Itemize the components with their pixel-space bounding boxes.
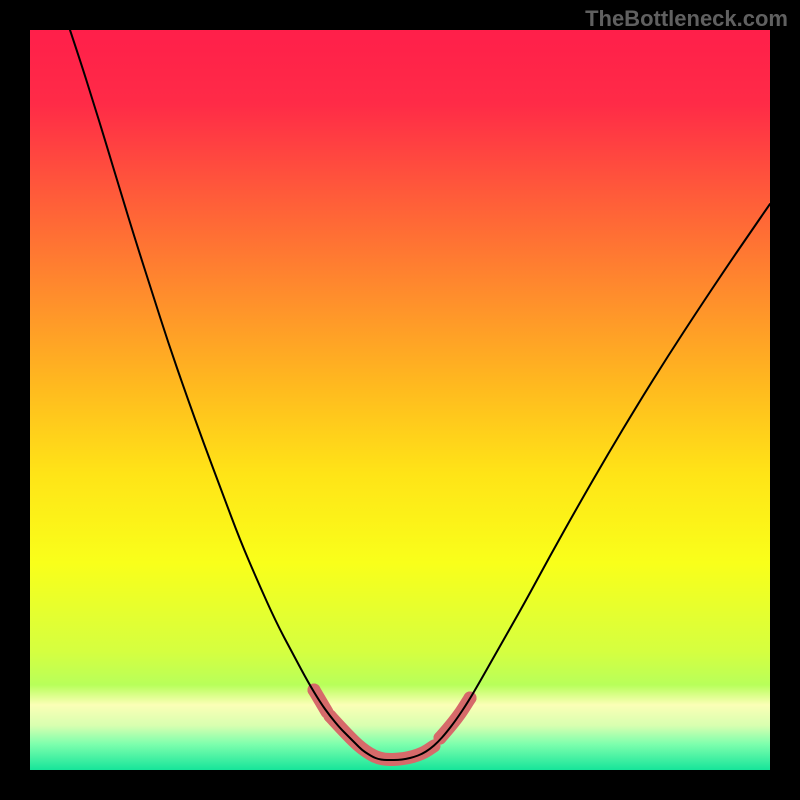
- gradient-background: [30, 30, 770, 770]
- chart-svg: [30, 30, 770, 770]
- chart-root: TheBottleneck.com: [0, 0, 800, 800]
- plot-area: [30, 30, 770, 770]
- watermark-text: TheBottleneck.com: [585, 6, 788, 32]
